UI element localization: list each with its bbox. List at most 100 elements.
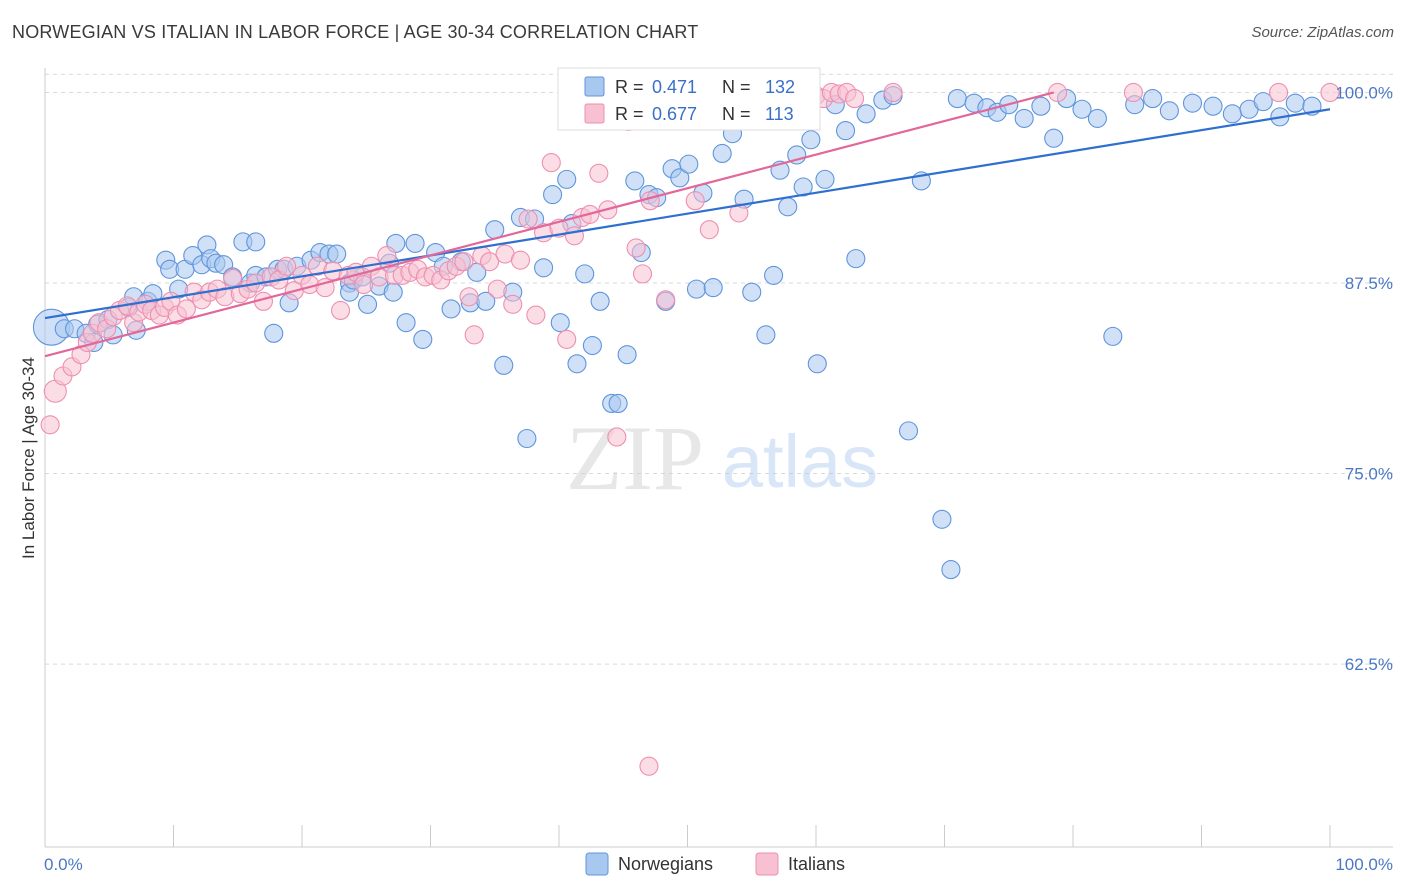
norwegian-point-114 (1014, 108, 1034, 128)
italian-point-80 (632, 264, 653, 284)
norwegian-point-63 (534, 258, 554, 278)
norwegian-point-52 (441, 299, 461, 319)
watermark-atlas: atlas (722, 420, 878, 503)
italian-point-114 (883, 82, 903, 103)
y-tick-label-0: 100.0% (1335, 83, 1393, 102)
norwegian-point-82 (679, 154, 699, 174)
legend-n-value-2: 113 (765, 104, 794, 124)
norwegian-point-109 (947, 89, 967, 109)
italian-point-60 (480, 252, 500, 272)
norwegian-point-49 (413, 329, 433, 349)
italian-point-113 (1320, 82, 1340, 103)
italian-point-108 (844, 89, 865, 109)
italian-point-0 (40, 415, 60, 435)
italian-point-70 (557, 329, 577, 349)
y-tick-label-1: 87.5% (1345, 274, 1393, 293)
norwegian-point-45 (383, 282, 403, 302)
trend-lines (44, 91, 1331, 358)
norwegian-point-69 (575, 264, 595, 284)
norwegian-point-102 (856, 104, 876, 124)
legend-r-value-1: 0.471 (652, 77, 697, 97)
legend: R = 0.471 N = 132 R = 0.677 N = 113 (557, 67, 821, 131)
bottom-legend-swatch-norwegians (585, 852, 609, 876)
italian-point-20 (176, 299, 196, 319)
norwegian-point-74 (617, 345, 637, 365)
x-tick-label-0: 0.0% (44, 855, 83, 874)
legend-swatch-italians (584, 103, 605, 124)
x-tick-label-1: 100.0% (1335, 855, 1393, 874)
italian-point-74 (589, 163, 609, 183)
italian-point-112 (1269, 82, 1289, 103)
italian-point-110 (1048, 82, 1068, 103)
italian-point-66 (526, 305, 546, 325)
y-tick-label-2: 75.0% (1345, 465, 1393, 484)
norwegian-point-90 (756, 325, 776, 345)
italian-point-89 (699, 220, 719, 240)
norwegian-point-75 (625, 171, 645, 191)
norwegian-point-105 (898, 421, 919, 441)
norwegian-point-68 (567, 354, 587, 374)
norwegian-point-122 (1143, 89, 1163, 109)
norwegian-point-126 (1222, 104, 1242, 124)
norwegian-point-71 (590, 291, 610, 311)
norwegian-point-86 (712, 143, 732, 164)
y-tick-label-3: 62.5% (1345, 655, 1393, 674)
norwegian-point-101 (846, 249, 866, 269)
norwegian-point-120 (1103, 326, 1123, 346)
norwegian-point-29 (264, 323, 284, 343)
italian-point-33 (277, 256, 297, 276)
norwegian-point-128 (1253, 92, 1273, 112)
norwegian-point-48 (405, 233, 425, 253)
norwegian-point-89 (742, 282, 762, 302)
legend-swatch-norwegians (584, 76, 605, 97)
norwegian-point-73 (608, 393, 628, 413)
legend-r-label-2: R = (615, 104, 644, 124)
norwegian-point-83 (686, 279, 707, 299)
legend-n-label-1: N = (722, 77, 751, 97)
norwegian-point-64 (543, 185, 563, 205)
norwegian-point-96 (801, 130, 821, 150)
italian-point-71 (564, 226, 584, 246)
norwegian-point-37 (327, 244, 347, 264)
watermark-zip: ZIP (566, 407, 704, 509)
italian-point-64 (510, 250, 531, 270)
norwegian-point-124 (1182, 93, 1203, 113)
italian-point-111 (1123, 82, 1143, 103)
norwegian-point-27 (246, 232, 266, 252)
italian-point-43 (354, 274, 374, 295)
norwegian-point-123 (1159, 101, 1179, 121)
norwegian-point-61 (517, 428, 537, 449)
norwegian-point-65 (550, 313, 570, 333)
bottom-legend: Norwegians Italians (585, 852, 845, 876)
norwegian-point-85 (703, 278, 723, 298)
norwegian-point-100 (836, 121, 856, 141)
axes (44, 68, 1393, 848)
legend-r-label-1: R = (615, 77, 644, 97)
norwegian-point-115 (1031, 96, 1051, 116)
trend-line-italians (44, 91, 1055, 358)
italian-point-93 (729, 203, 749, 223)
norwegian-point-91 (764, 265, 784, 285)
norwegian-point-42 (357, 294, 378, 314)
italian-point-65 (518, 209, 538, 229)
grid-lines (45, 73, 1393, 665)
x-tick-labels: 0.0% 100.0% (44, 855, 1393, 874)
norwegian-point-119 (1087, 108, 1107, 128)
bottom-legend-italians: Italians (788, 854, 845, 874)
bottom-legend-swatch-italians (755, 852, 779, 876)
italian-point-61 (487, 279, 507, 299)
italian-point-79 (626, 238, 646, 258)
italian-point-87 (685, 191, 705, 211)
chart-source: Source: ZipAtlas.com (1251, 24, 1394, 41)
norwegian-point-93 (778, 197, 798, 217)
legend-n-value-1: 132 (765, 77, 795, 97)
legend-r-value-2: 0.677 (652, 104, 697, 124)
norwegian-point-81 (670, 168, 690, 188)
norwegian-point-107 (932, 509, 952, 529)
italian-point-63 (503, 294, 523, 314)
norwegian-point-118 (1072, 99, 1092, 119)
norwegian-point-130 (1285, 93, 1305, 113)
norwegian-point-66 (557, 169, 577, 189)
norwegian-point-125 (1203, 96, 1223, 116)
norwegian-point-98 (815, 169, 835, 189)
